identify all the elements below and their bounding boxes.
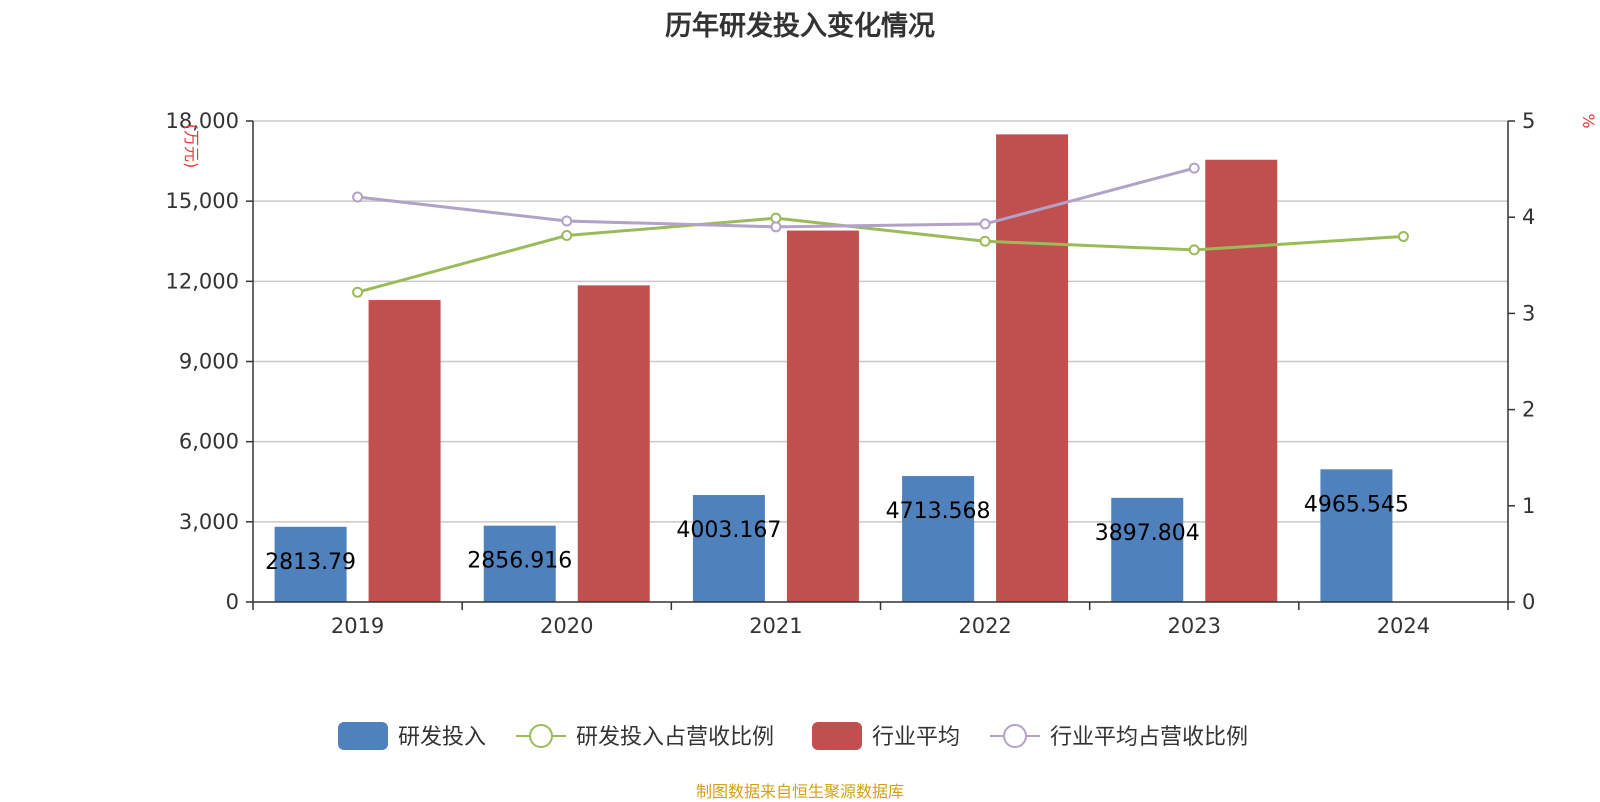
y-right-tick-label: 3 — [1522, 301, 1535, 325]
legend-label-行业平均: 行业平均 — [872, 725, 960, 750]
data-label-2020: 2856.916 — [467, 549, 572, 574]
y-left-tick-label: 3,000 — [179, 510, 239, 534]
x-tick-label: 2024 — [1377, 614, 1430, 638]
bar-研发投入-2019 — [274, 526, 347, 602]
y-right-tick-label: 2 — [1522, 398, 1535, 422]
y-right-tick-label: 0 — [1522, 590, 1535, 614]
x-tick-label: 2020 — [540, 614, 593, 638]
data-label-2023: 3897.804 — [1095, 521, 1200, 546]
data-label-2021: 4003.167 — [676, 518, 781, 543]
legend-marker-研发投入占营收比例 — [529, 724, 553, 748]
y-right-tick-label: 1 — [1522, 494, 1535, 518]
point-行业平均占营收比例-2020 — [561, 215, 573, 227]
x-tick-label: 2023 — [1168, 614, 1221, 638]
legend-marker-行业平均占营收比例 — [1003, 724, 1027, 748]
legend-swatch-研发投入 — [338, 722, 388, 750]
line-研发投入占营收比例 — [357, 216, 1404, 294]
x-tick-label: 2019 — [331, 614, 384, 638]
legend-label-行业平均占营收比例: 行业平均占营收比例 — [1050, 725, 1248, 750]
data-labels: 2813.79 2856.916 4003.167 4713.568 3897.804 4… — [265, 492, 1409, 574]
bar-行业平均-2021 — [786, 230, 859, 603]
bar-layer — [274, 134, 1393, 603]
y-left-tick-label: 18,000 — [166, 109, 239, 133]
bar-研发投入-2024 — [1320, 469, 1393, 602]
y-left-tick-label: 6,000 — [179, 430, 239, 454]
point-研发投入占营收比例-2023 — [1188, 244, 1200, 256]
y-right-axis-label: % — [1579, 113, 1598, 128]
point-研发投入占营收比例-2019 — [352, 286, 364, 298]
bar-研发投入-2022 — [902, 476, 975, 602]
data-label-2019: 2813.79 — [265, 550, 356, 575]
point-行业平均占营收比例-2022 — [979, 218, 991, 230]
point-研发投入占营收比例-2021 — [770, 212, 782, 224]
bar-研发投入-2023 — [1111, 497, 1184, 602]
line-layer — [352, 162, 1409, 298]
data-label-2022: 4713.568 — [886, 499, 991, 524]
bar-行业平均-2019 — [368, 300, 441, 602]
axes: 0 3,000 6,000 9,000 12,000 15,000 18,000(万元) 0 1… — [166, 109, 1598, 638]
x-tick-label: 2022 — [958, 614, 1011, 638]
bar-行业平均-2020 — [577, 285, 650, 602]
y-left-tick-label: 9,000 — [179, 350, 239, 374]
legend-label-研发投入占营收比例: 研发投入占营收比例 — [576, 725, 774, 750]
data-label-2024: 4965.545 — [1304, 492, 1409, 517]
point-研发投入占营收比例-2024 — [1397, 230, 1409, 242]
y-left-tick-label: 15,000 — [166, 189, 239, 213]
y-left-axis-label: (万元) — [182, 124, 201, 169]
point-行业平均占营收比例-2023 — [1188, 162, 1200, 174]
grid-lines — [253, 120, 1508, 523]
legend-label-研发投入: 研发投入 — [398, 725, 486, 750]
chart-title: 历年研发投入变化情况 — [665, 11, 935, 42]
point-行业平均占营收比例-2021 — [770, 221, 782, 233]
x-tick-label: 2021 — [749, 614, 802, 638]
y-left-tick-label: 12,000 — [166, 269, 239, 293]
y-right-tick-label: 4 — [1522, 205, 1535, 229]
bar-研发投入-2020 — [483, 525, 556, 602]
point-行业平均占营收比例-2019 — [352, 191, 364, 203]
legend: 研发投入 研发投入占营收比例 行业平均 行业平均占营收比例 — [338, 722, 1248, 750]
point-研发投入占营收比例-2020 — [561, 229, 573, 241]
y-left-tick-label: 0 — [226, 590, 239, 614]
bar-研发投入-2021 — [692, 495, 765, 602]
source-note: 制图数据来自恒生聚源数据库 — [695, 782, 904, 801]
point-研发投入占营收比例-2022 — [979, 235, 991, 247]
legend-swatch-行业平均 — [812, 722, 862, 750]
y-right-tick-label: 5 — [1522, 109, 1535, 133]
bar-行业平均-2023 — [1205, 159, 1278, 602]
